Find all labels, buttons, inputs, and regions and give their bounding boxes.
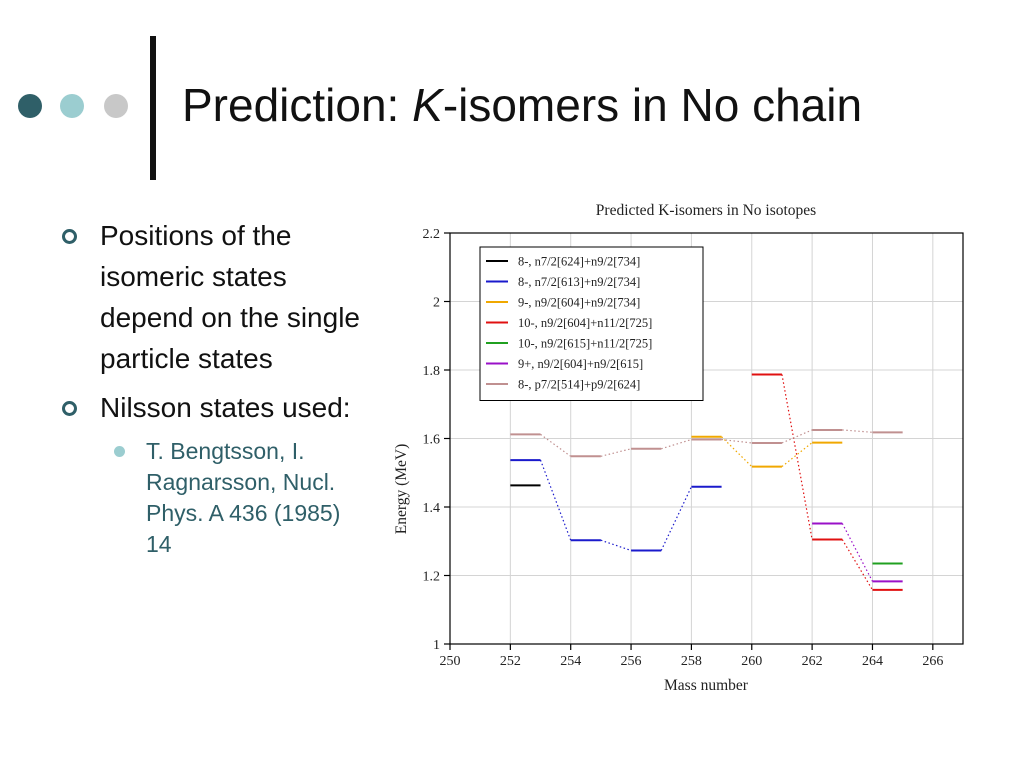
title-suffix: -isomers in No chain bbox=[442, 79, 863, 131]
series-connector bbox=[841, 523, 874, 582]
sub-bullet-text: T. Bengtsson, I. Ragnarsson, Nucl. Phys.… bbox=[146, 438, 341, 557]
series-connector bbox=[661, 438, 692, 450]
bullet-ring-icon bbox=[62, 401, 77, 416]
series-connector bbox=[781, 429, 813, 444]
bullet-item: Nilsson states used: bbox=[62, 387, 362, 428]
y-tick-label: 1.6 bbox=[423, 433, 441, 448]
legend-label: 8-, n7/2[624]+n9/2[734] bbox=[518, 255, 640, 269]
series-connector bbox=[842, 429, 873, 433]
page-title: Prediction: K-isomers in No chain bbox=[182, 78, 862, 132]
series-connector bbox=[721, 438, 752, 444]
legend-label: 10-, n9/2[615]+n11/2[725] bbox=[518, 337, 652, 351]
x-tick-label: 254 bbox=[560, 654, 581, 669]
x-tick-label: 262 bbox=[802, 654, 823, 669]
gray-dot bbox=[104, 94, 128, 118]
sub-bullet-item: T. Bengtsson, I. Ragnarsson, Nucl. Phys.… bbox=[62, 436, 362, 560]
x-tick-label: 250 bbox=[440, 654, 461, 669]
plot-frame bbox=[449, 232, 964, 645]
chart-svg: Predicted K-isomers in No isotopes Mass … bbox=[393, 202, 964, 694]
legend-label: 8-, p7/2[514]+p9/2[624] bbox=[518, 378, 640, 392]
legend-label: 9-, n9/2[604]+n9/2[734] bbox=[518, 296, 640, 310]
x-tick-label: 266 bbox=[922, 654, 943, 669]
x-tick-label: 252 bbox=[500, 654, 521, 669]
series-connector bbox=[600, 448, 632, 457]
legend-label: 9+, n9/2[604]+n9/2[615] bbox=[518, 357, 643, 371]
title-divider bbox=[150, 36, 156, 180]
series-connector bbox=[721, 436, 753, 468]
legend-label: 10-, n9/2[604]+n11/2[725] bbox=[518, 316, 652, 330]
title-italic: K bbox=[412, 79, 443, 131]
bullet-item: Positions of the isomeric states depend … bbox=[62, 215, 362, 379]
y-tick-label: 1 bbox=[433, 638, 440, 653]
x-axis-label: Mass number bbox=[664, 677, 749, 694]
title-prefix: Prediction: bbox=[182, 79, 413, 131]
y-tick-label: 1.8 bbox=[423, 364, 441, 379]
y-tick-label: 2.2 bbox=[423, 227, 441, 242]
bullet-ring-icon bbox=[62, 229, 77, 244]
legend-box bbox=[479, 246, 704, 401]
y-tick-label: 2 bbox=[433, 296, 440, 311]
x-tick-label: 260 bbox=[741, 654, 762, 669]
bullet-dot-icon bbox=[114, 446, 125, 457]
energy-chart: Predicted K-isomers in No isotopes Mass … bbox=[384, 193, 984, 703]
bullet-list: Positions of the isomeric states depend … bbox=[62, 215, 362, 560]
series-connector bbox=[600, 539, 632, 552]
x-tick-label: 264 bbox=[862, 654, 883, 669]
legend-label: 8-, n7/2[613]+n9/2[734] bbox=[518, 275, 640, 289]
y-tick-label: 1.4 bbox=[423, 501, 441, 516]
decorative-dots bbox=[0, 84, 140, 124]
bullet-text: Nilsson states used: bbox=[100, 392, 351, 423]
bullet-text: Positions of the isomeric states depend … bbox=[100, 220, 360, 374]
series-connector bbox=[781, 442, 813, 468]
dark-dot bbox=[18, 94, 42, 118]
teal-dot bbox=[60, 94, 84, 118]
x-tick-label: 256 bbox=[621, 654, 642, 669]
series-connector bbox=[841, 539, 873, 591]
chart-title: Predicted K-isomers in No isotopes bbox=[596, 202, 816, 219]
y-axis-label: Energy (MeV) bbox=[393, 444, 410, 535]
y-tick-label: 1.2 bbox=[423, 570, 441, 585]
x-tick-label: 258 bbox=[681, 654, 702, 669]
